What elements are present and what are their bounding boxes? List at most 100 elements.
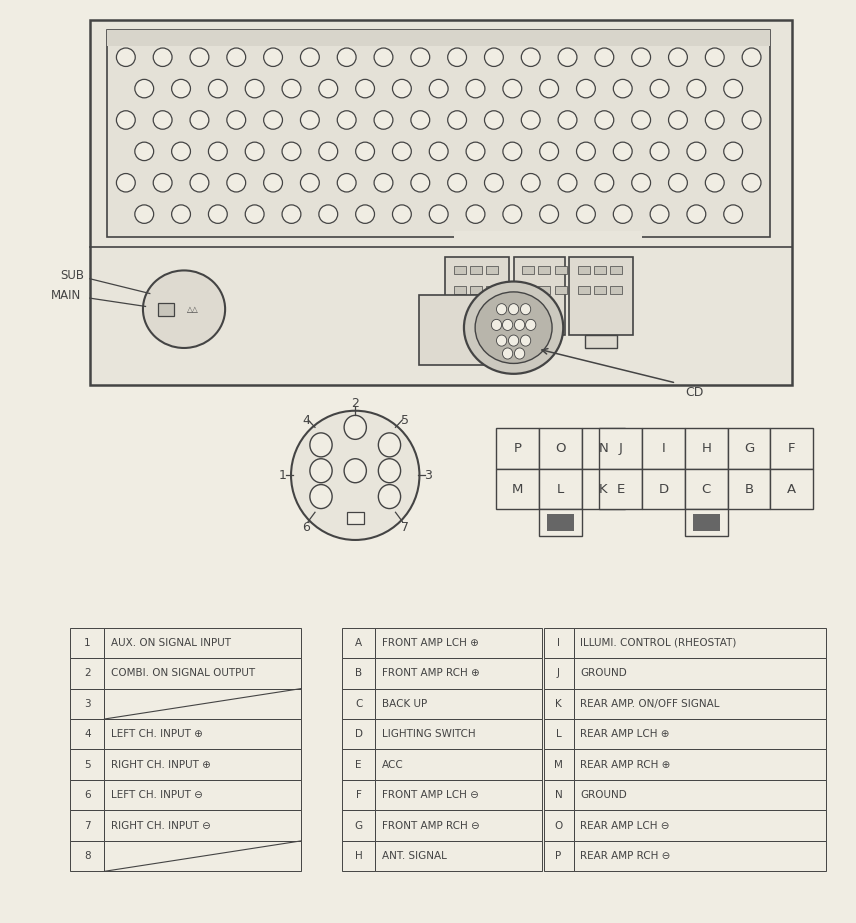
FancyBboxPatch shape (574, 658, 826, 689)
Text: F: F (356, 790, 361, 800)
Text: FRONT AMP RCH ⊖: FRONT AMP RCH ⊖ (382, 821, 479, 831)
Text: REAR AMP LCH ⊖: REAR AMP LCH ⊖ (580, 821, 670, 831)
Text: 2: 2 (351, 397, 360, 410)
Text: H: H (354, 851, 363, 861)
Text: 6: 6 (84, 790, 91, 800)
Ellipse shape (723, 79, 742, 98)
Circle shape (502, 348, 513, 359)
Ellipse shape (374, 48, 393, 66)
Ellipse shape (632, 111, 651, 129)
FancyBboxPatch shape (544, 749, 574, 780)
FancyBboxPatch shape (685, 509, 728, 536)
Text: F: F (788, 442, 795, 455)
Ellipse shape (337, 48, 356, 66)
FancyBboxPatch shape (574, 810, 826, 841)
FancyBboxPatch shape (574, 719, 826, 749)
Ellipse shape (466, 205, 484, 223)
Ellipse shape (521, 48, 540, 66)
FancyBboxPatch shape (347, 512, 364, 524)
Ellipse shape (502, 205, 521, 223)
FancyBboxPatch shape (544, 658, 574, 689)
Ellipse shape (613, 205, 632, 223)
Text: ACC: ACC (382, 760, 403, 770)
Ellipse shape (227, 174, 246, 192)
FancyBboxPatch shape (486, 286, 498, 294)
FancyBboxPatch shape (70, 780, 104, 810)
Text: O: O (555, 821, 562, 831)
Circle shape (496, 304, 507, 315)
FancyBboxPatch shape (158, 303, 174, 316)
FancyBboxPatch shape (582, 469, 625, 509)
FancyBboxPatch shape (522, 286, 534, 294)
Text: 8: 8 (84, 851, 91, 861)
FancyBboxPatch shape (770, 469, 813, 509)
FancyBboxPatch shape (770, 428, 813, 469)
Text: I: I (557, 638, 560, 648)
FancyBboxPatch shape (342, 658, 375, 689)
Text: GROUND: GROUND (580, 668, 627, 678)
Circle shape (526, 319, 536, 330)
FancyBboxPatch shape (104, 689, 301, 719)
FancyBboxPatch shape (586, 335, 617, 348)
FancyBboxPatch shape (578, 266, 590, 274)
Ellipse shape (337, 111, 356, 129)
Ellipse shape (246, 142, 264, 161)
FancyBboxPatch shape (342, 780, 375, 810)
Text: A: A (355, 638, 362, 648)
FancyBboxPatch shape (594, 266, 606, 274)
FancyBboxPatch shape (610, 266, 622, 274)
Ellipse shape (576, 205, 596, 223)
FancyBboxPatch shape (342, 810, 375, 841)
FancyBboxPatch shape (582, 428, 625, 469)
Text: 1: 1 (84, 638, 91, 648)
Circle shape (378, 459, 401, 483)
FancyBboxPatch shape (375, 841, 542, 871)
Ellipse shape (448, 111, 467, 129)
Text: J: J (557, 668, 560, 678)
Text: 7: 7 (401, 521, 409, 534)
Text: FRONT AMP LCH ⊖: FRONT AMP LCH ⊖ (382, 790, 479, 800)
FancyBboxPatch shape (526, 335, 552, 348)
Circle shape (514, 348, 525, 359)
Ellipse shape (392, 142, 411, 161)
Ellipse shape (300, 111, 319, 129)
FancyBboxPatch shape (342, 628, 375, 658)
Ellipse shape (723, 205, 742, 223)
FancyBboxPatch shape (375, 719, 542, 749)
Ellipse shape (337, 174, 356, 192)
Text: D: D (658, 483, 669, 496)
Ellipse shape (632, 174, 651, 192)
Text: H: H (701, 442, 711, 455)
Text: △△: △△ (187, 305, 199, 314)
Ellipse shape (723, 142, 742, 161)
Text: D: D (354, 729, 363, 739)
FancyBboxPatch shape (642, 428, 685, 469)
Ellipse shape (650, 142, 669, 161)
Circle shape (344, 459, 366, 483)
FancyBboxPatch shape (70, 749, 104, 780)
Circle shape (496, 335, 507, 346)
Ellipse shape (246, 79, 264, 98)
FancyBboxPatch shape (599, 428, 642, 469)
FancyBboxPatch shape (70, 810, 104, 841)
Ellipse shape (318, 79, 337, 98)
FancyBboxPatch shape (642, 469, 685, 509)
FancyBboxPatch shape (555, 286, 567, 294)
Text: 3: 3 (424, 469, 432, 482)
Text: ILLUMI. CONTROL (RHEOSTAT): ILLUMI. CONTROL (RHEOSTAT) (580, 638, 737, 648)
FancyBboxPatch shape (342, 841, 375, 871)
FancyBboxPatch shape (104, 780, 301, 810)
Circle shape (514, 319, 525, 330)
Text: REAR AMP. ON/OFF SIGNAL: REAR AMP. ON/OFF SIGNAL (580, 699, 720, 709)
FancyBboxPatch shape (375, 780, 542, 810)
Text: LEFT CH. INPUT ⊖: LEFT CH. INPUT ⊖ (111, 790, 203, 800)
Ellipse shape (411, 111, 430, 129)
FancyBboxPatch shape (547, 514, 574, 531)
Text: 2: 2 (84, 668, 91, 678)
Ellipse shape (264, 48, 282, 66)
Text: ANT. SIGNAL: ANT. SIGNAL (382, 851, 447, 861)
FancyBboxPatch shape (544, 628, 574, 658)
Ellipse shape (742, 111, 761, 129)
FancyBboxPatch shape (104, 658, 301, 689)
Circle shape (378, 485, 401, 509)
